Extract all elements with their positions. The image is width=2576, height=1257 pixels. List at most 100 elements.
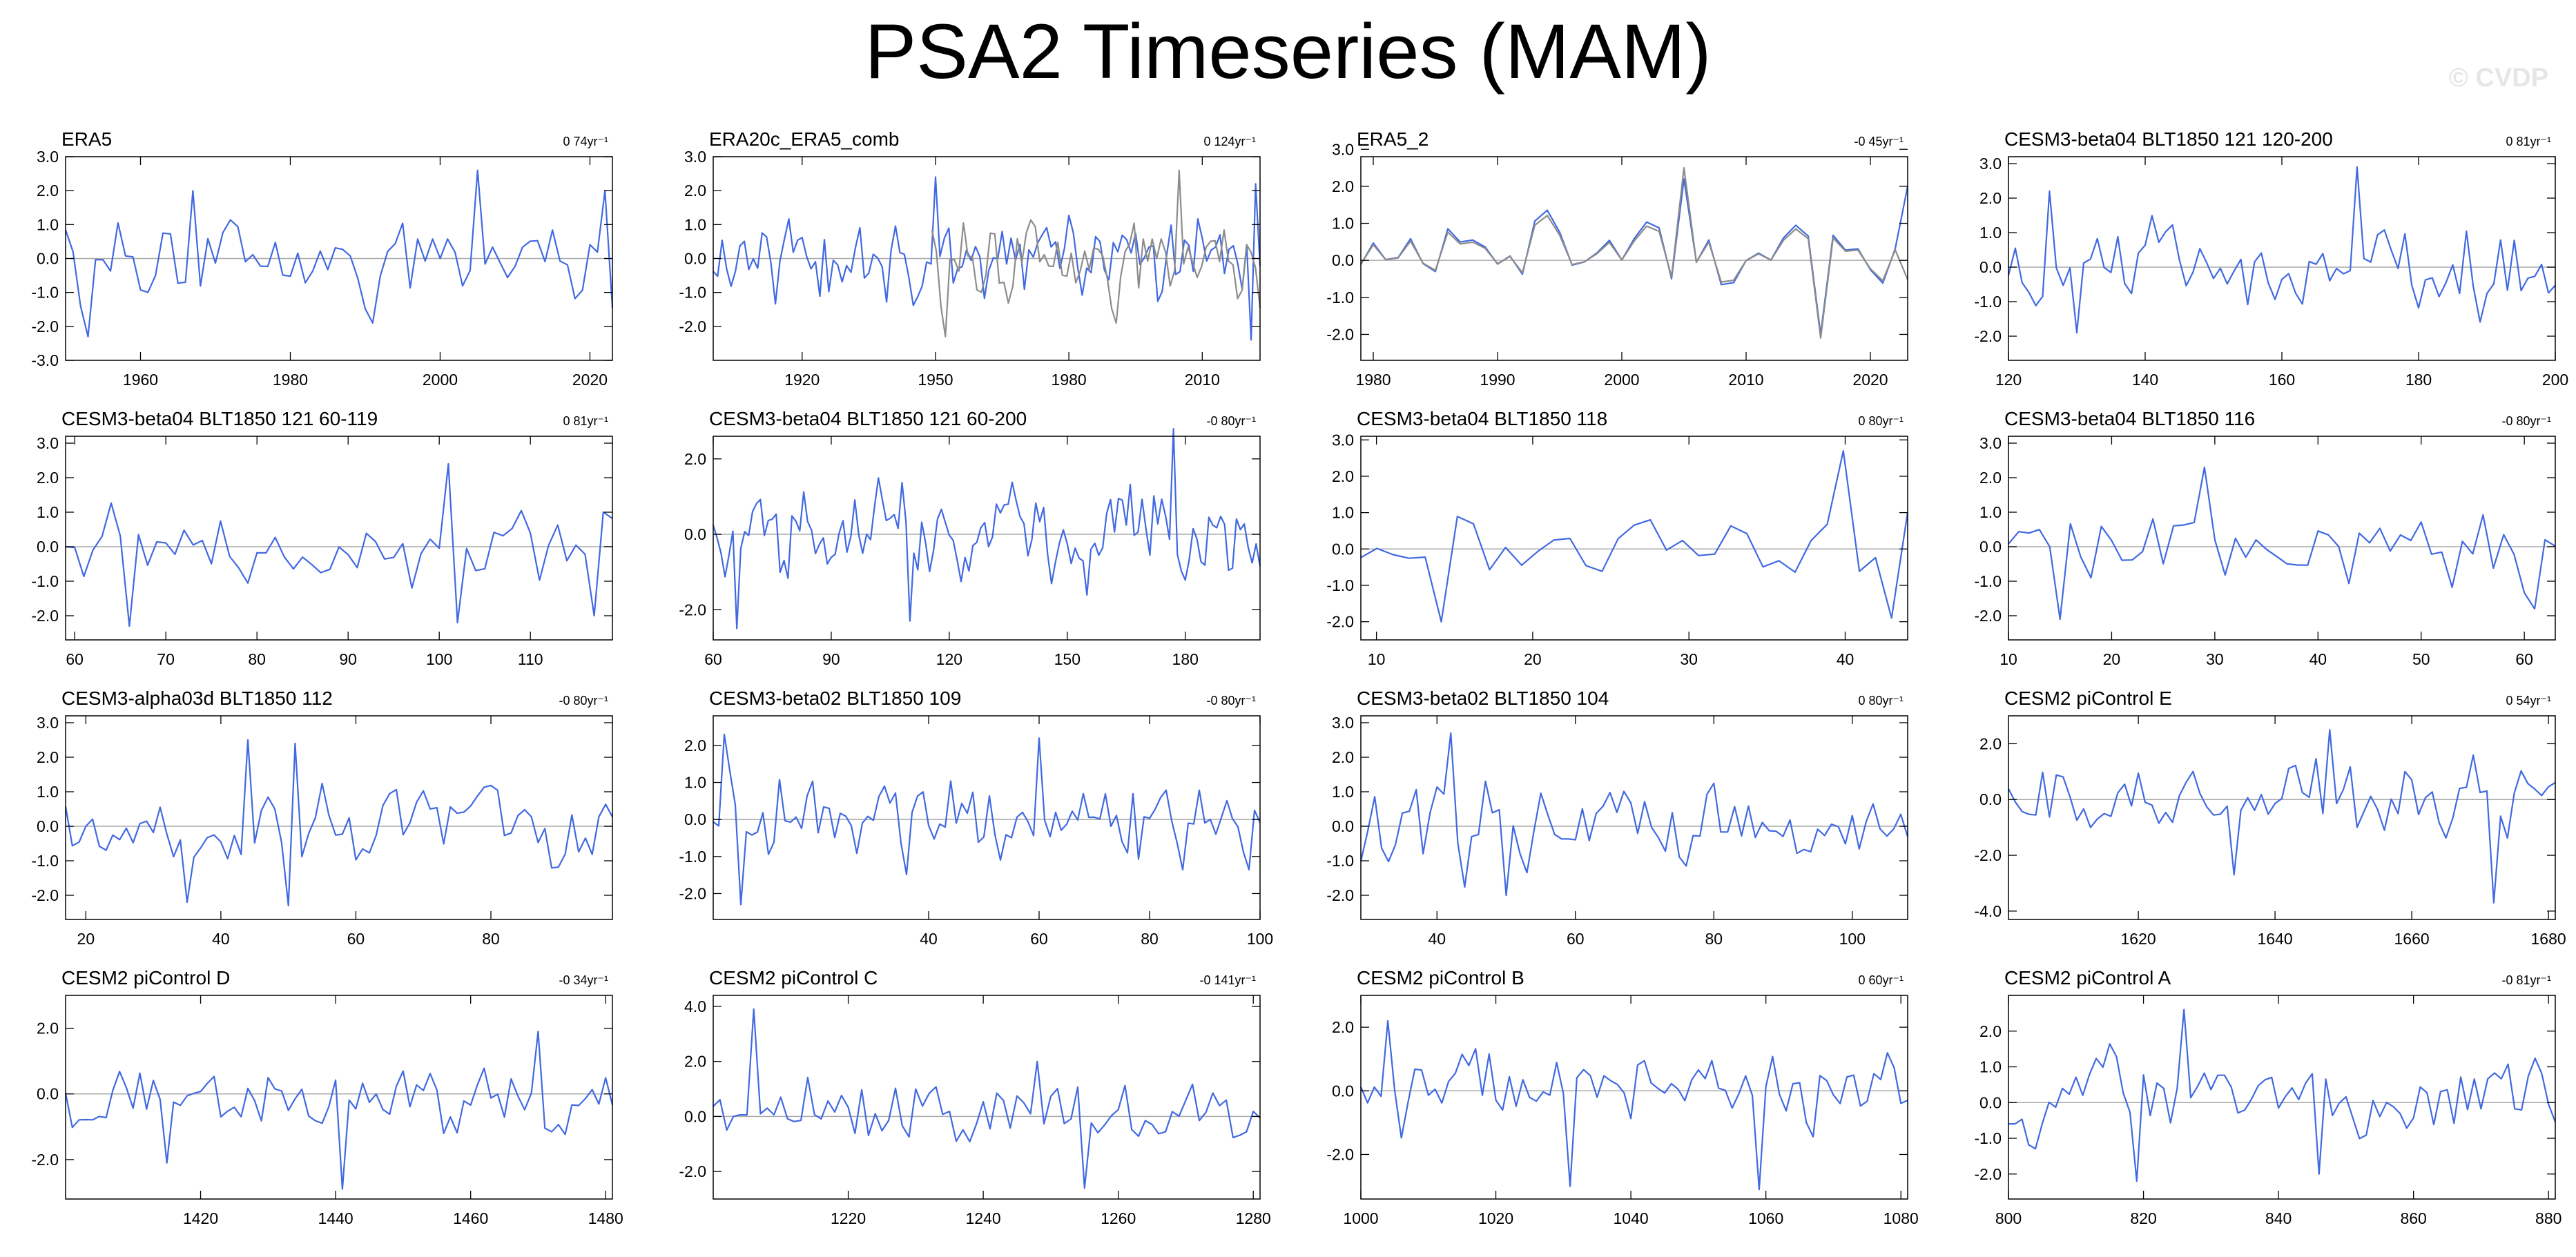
x-tick-label: 200	[2542, 371, 2568, 389]
series-line	[1360, 178, 1909, 335]
plot-frame	[65, 715, 613, 920]
x-tick-label: 50	[2412, 650, 2430, 668]
timeseries-panel: ERA5 0 74yr⁻¹ -3.0 -2.0 -1.0 0.0 1.0 2.0 3.0 1960…	[31, 128, 614, 389]
y-tick-label: -1.0	[31, 572, 59, 590]
y-tick-label: 0.0	[37, 250, 59, 268]
x-tick-label: 140	[2132, 371, 2158, 389]
y-tick-label: -2.0	[1326, 886, 1354, 904]
trend-label: -0 141yr⁻¹	[1199, 973, 1256, 987]
y-tick-label: -1.0	[1974, 572, 2002, 590]
series-line	[712, 427, 1261, 630]
y-tick-label: -2.0	[679, 1162, 706, 1180]
y-tick-label: 0.0	[37, 817, 59, 835]
timeseries-panel: CESM3-beta02 BLT1850 109 -0 80yr⁻¹ -2.0 -1.…	[679, 688, 1273, 948]
y-tick-label: -1.0	[679, 848, 706, 866]
y-tick-label: 2.0	[1979, 469, 2002, 487]
y-tick-label: 1.0	[1332, 783, 1354, 801]
y-tick-label: 2.0	[1332, 177, 1354, 195]
x-tick-label: 2010	[1185, 371, 1220, 389]
x-tick-label: 1980	[1355, 371, 1391, 389]
x-tick-label: 20	[1524, 650, 1542, 668]
x-tick-label: 1920	[784, 371, 820, 389]
timeseries-panel: ERA5_2 -0 45yr⁻¹ -2.0 -1.0 0.0 1.0 2.0 3.0 1980 1…	[1326, 128, 1909, 389]
x-tick-label: 1420	[183, 1209, 218, 1227]
y-tick-label: 3.0	[1332, 431, 1354, 449]
timeseries-panel: CESM3-beta02 BLT1850 104 0 80yr⁻¹ -2.0 -1.0…	[1326, 688, 1909, 948]
x-tick-label: 1950	[918, 371, 953, 389]
panel-title: CESM3-beta04 BLT1850 118	[1357, 408, 1607, 429]
y-tick-label: -2.0	[679, 318, 706, 335]
plot-frame	[2008, 715, 2556, 920]
x-tick-label: 1960	[123, 371, 158, 389]
plot-frame	[713, 436, 1261, 641]
x-tick-label: 1480	[588, 1209, 623, 1227]
x-tick-label: 180	[1172, 650, 1199, 668]
plot-frame	[1360, 156, 1908, 361]
y-tick-label: 0.0	[1332, 1082, 1354, 1100]
y-tick-label: 2.0	[1332, 467, 1354, 485]
trend-label: 0 124yr⁻¹	[1203, 135, 1256, 148]
x-tick-label: 860	[2400, 1209, 2426, 1227]
panel-title: CESM3-beta04 BLT1850 121 120-200	[2004, 128, 2333, 150]
x-tick-label: 1460	[453, 1209, 488, 1227]
plot-frame	[2008, 995, 2556, 1200]
x-tick-label: 1440	[318, 1209, 354, 1227]
x-tick-label: 20	[2103, 650, 2121, 668]
timeseries-panel: CESM3-alpha03d BLT1850 112 -0 80yr⁻¹ -2.0 -…	[31, 688, 613, 948]
series-line	[713, 176, 1261, 341]
timeseries-panel: CESM3-beta04 BLT1850 121 60-200 -0 80yr⁻¹…	[679, 408, 1261, 668]
y-tick-label: -2.0	[679, 601, 706, 618]
plot-frame	[65, 436, 613, 641]
y-tick-label: -3.0	[31, 351, 59, 369]
series-line	[2008, 729, 2556, 904]
x-tick-label: 60	[1030, 930, 1048, 948]
y-tick-label: 3.0	[1332, 714, 1354, 732]
x-tick-label: 1980	[1052, 371, 1087, 389]
y-tick-label: 1.0	[1332, 504, 1354, 522]
y-tick-label: -2.0	[1974, 327, 2002, 345]
y-tick-label: 0.0	[1979, 1093, 2002, 1111]
y-tick-label: -1.0	[679, 284, 706, 302]
y-tick-label: 1.0	[1332, 215, 1354, 233]
x-tick-label: 40	[212, 930, 230, 948]
panel-title: ERA5_2	[1357, 128, 1429, 150]
watermark: © CVDP	[2448, 64, 2548, 92]
y-tick-label: 0.0	[684, 810, 706, 828]
panel-title: CESM3-beta04 BLT1850 121 60-200	[709, 408, 1027, 429]
x-tick-label: 1680	[2531, 930, 2566, 948]
x-tick-label: 820	[2130, 1209, 2156, 1227]
plot-frame	[1360, 995, 1908, 1200]
x-tick-label: 120	[1995, 371, 2022, 389]
trend-label: -0 80yr⁻¹	[2501, 414, 2551, 428]
x-tick-label: 180	[2405, 371, 2432, 389]
trend-label: 0 74yr⁻¹	[563, 135, 608, 148]
x-tick-label: 10	[1368, 650, 1386, 668]
y-tick-label: 2.0	[684, 737, 706, 754]
x-tick-label: 60	[1567, 930, 1585, 948]
x-tick-label: 80	[1705, 930, 1723, 948]
plot-frame	[2008, 436, 2556, 641]
y-tick-label: -2.0	[1974, 1165, 2002, 1183]
y-tick-label: 3.0	[37, 714, 59, 732]
x-tick-label: 1620	[2121, 930, 2156, 948]
panel-title: CESM2 piControl D	[61, 967, 230, 988]
timeseries-panel: CESM2 piControl E 0 54yr⁻¹ -4.0 -2.0 0.0 2.0 1…	[1974, 688, 2566, 948]
y-tick-label: 2.0	[1979, 189, 2002, 207]
series-line	[713, 1008, 1261, 1189]
y-tick-label: 3.0	[1332, 140, 1354, 158]
timeseries-panel: CESM2 piControl C -0 141yr⁻¹ -2.0 0.0 2.0 4.0…	[679, 967, 1270, 1227]
x-tick-label: 40	[1837, 650, 1854, 668]
x-tick-label: 2020	[1852, 371, 1888, 389]
y-tick-label: -1.0	[1326, 289, 1354, 306]
x-tick-label: 10	[1999, 650, 2017, 668]
plot-frame	[1360, 715, 1908, 920]
x-tick-label: 2000	[1604, 371, 1639, 389]
y-tick-label: 0.0	[1979, 790, 2002, 808]
y-tick-label: -2.0	[31, 1151, 59, 1169]
x-tick-label: 2010	[1728, 371, 1763, 389]
x-tick-label: 20	[77, 930, 95, 948]
trend-label: -0 81yr⁻¹	[2501, 973, 2551, 987]
plot-frame	[1360, 436, 1908, 641]
x-tick-label: 1040	[1614, 1209, 1649, 1227]
